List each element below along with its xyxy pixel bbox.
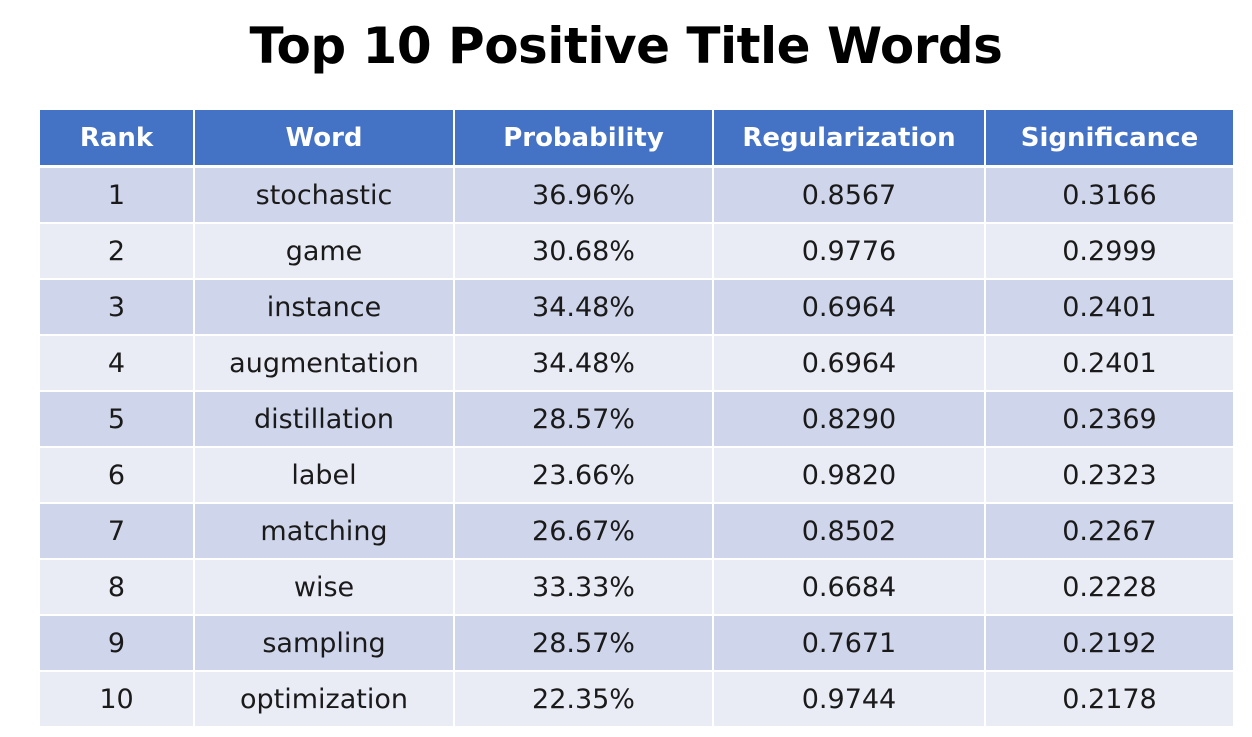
- table-row: 8 wise 33.33% 0.6684 0.2228: [40, 560, 1233, 616]
- cell-regularization: 0.9776: [714, 224, 986, 280]
- cell-rank: 8: [40, 560, 195, 616]
- cell-regularization: 0.6964: [714, 280, 986, 336]
- cell-probability: 23.66%: [455, 448, 714, 504]
- cell-probability: 34.48%: [455, 336, 714, 392]
- cell-significance: 0.2178: [986, 672, 1233, 728]
- cell-rank: 6: [40, 448, 195, 504]
- table-header-row: Rank Word Probability Regularization Sig…: [40, 110, 1233, 168]
- cell-word: augmentation: [195, 336, 455, 392]
- table-row: 9 sampling 28.57% 0.7671 0.2192: [40, 616, 1233, 672]
- cell-word: distillation: [195, 392, 455, 448]
- cell-regularization: 0.9820: [714, 448, 986, 504]
- cell-significance: 0.2999: [986, 224, 1233, 280]
- cell-significance: 0.2401: [986, 336, 1233, 392]
- header-regularization: Regularization: [714, 110, 986, 168]
- cell-word: label: [195, 448, 455, 504]
- cell-regularization: 0.9744: [714, 672, 986, 728]
- cell-significance: 0.2228: [986, 560, 1233, 616]
- cell-probability: 28.57%: [455, 616, 714, 672]
- cell-rank: 1: [40, 168, 195, 224]
- cell-regularization: 0.8567: [714, 168, 986, 224]
- cell-probability: 30.68%: [455, 224, 714, 280]
- table-row: 10 optimization 22.35% 0.9744 0.2178: [40, 672, 1233, 728]
- header-rank: Rank: [40, 110, 195, 168]
- cell-rank: 2: [40, 224, 195, 280]
- table-row: 1 stochastic 36.96% 0.8567 0.3166: [40, 168, 1233, 224]
- cell-rank: 10: [40, 672, 195, 728]
- cell-significance: 0.3166: [986, 168, 1233, 224]
- cell-probability: 36.96%: [455, 168, 714, 224]
- table-row: 2 game 30.68% 0.9776 0.2999: [40, 224, 1233, 280]
- header-probability: Probability: [455, 110, 714, 168]
- cell-word: matching: [195, 504, 455, 560]
- cell-probability: 33.33%: [455, 560, 714, 616]
- cell-regularization: 0.8502: [714, 504, 986, 560]
- page-title: Top 10 Positive Title Words: [249, 17, 1003, 75]
- cell-regularization: 0.6964: [714, 336, 986, 392]
- cell-rank: 5: [40, 392, 195, 448]
- cell-regularization: 0.8290: [714, 392, 986, 448]
- cell-regularization: 0.6684: [714, 560, 986, 616]
- table-row: 6 label 23.66% 0.9820 0.2323: [40, 448, 1233, 504]
- cell-rank: 3: [40, 280, 195, 336]
- cell-rank: 9: [40, 616, 195, 672]
- cell-probability: 22.35%: [455, 672, 714, 728]
- words-table: Rank Word Probability Regularization Sig…: [40, 110, 1233, 728]
- cell-significance: 0.2267: [986, 504, 1233, 560]
- header-word: Word: [195, 110, 455, 168]
- cell-word: instance: [195, 280, 455, 336]
- cell-word: stochastic: [195, 168, 455, 224]
- cell-probability: 28.57%: [455, 392, 714, 448]
- table-row: 3 instance 34.48% 0.6964 0.2401: [40, 280, 1233, 336]
- cell-rank: 7: [40, 504, 195, 560]
- cell-rank: 4: [40, 336, 195, 392]
- cell-word: optimization: [195, 672, 455, 728]
- table-row: 5 distillation 28.57% 0.8290 0.2369: [40, 392, 1233, 448]
- cell-word: wise: [195, 560, 455, 616]
- cell-word: game: [195, 224, 455, 280]
- table-row: 7 matching 26.67% 0.8502 0.2267: [40, 504, 1233, 560]
- cell-regularization: 0.7671: [714, 616, 986, 672]
- header-significance: Significance: [986, 110, 1233, 168]
- cell-significance: 0.2369: [986, 392, 1233, 448]
- cell-word: sampling: [195, 616, 455, 672]
- cell-significance: 0.2323: [986, 448, 1233, 504]
- cell-significance: 0.2192: [986, 616, 1233, 672]
- table-row: 4 augmentation 34.48% 0.6964 0.2401: [40, 336, 1233, 392]
- cell-significance: 0.2401: [986, 280, 1233, 336]
- cell-probability: 26.67%: [455, 504, 714, 560]
- cell-probability: 34.48%: [455, 280, 714, 336]
